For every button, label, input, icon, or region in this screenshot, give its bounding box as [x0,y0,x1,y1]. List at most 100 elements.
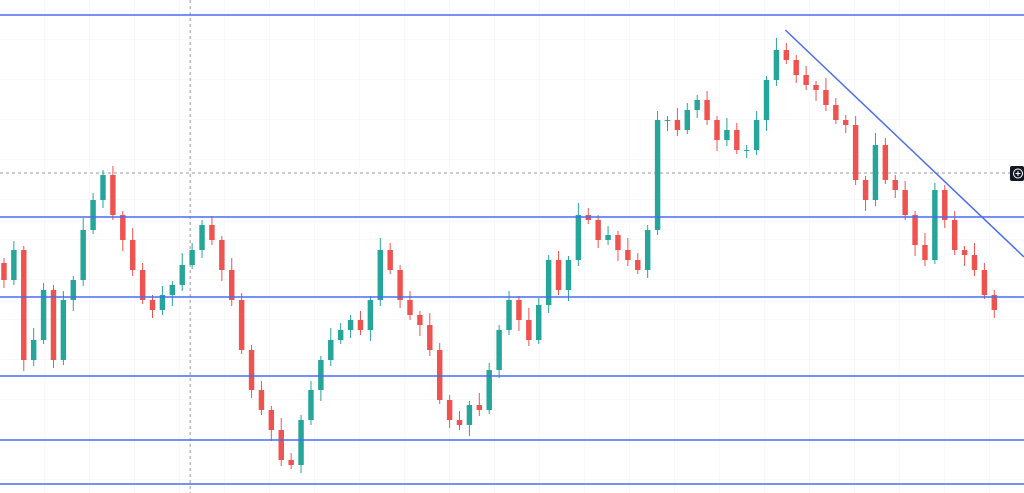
candle-body [823,90,829,105]
candle-body [575,215,582,260]
trend-line [784,29,1024,258]
candle-body [288,460,294,465]
candle-body [615,235,621,250]
candle-body [516,300,522,320]
candle-body [387,250,393,270]
candle-body [268,410,275,430]
candle-body [328,340,334,360]
candle-body [763,80,770,120]
candle-body [169,285,176,295]
candle-body [308,390,314,420]
candle-body [526,320,532,340]
candle-body [40,290,47,340]
candle-body [298,420,304,465]
candle-body [595,220,601,240]
candle-body [555,260,562,290]
candle-body [60,300,67,360]
candle-body [397,270,403,300]
candle-body [357,320,364,330]
candle-body [704,100,710,120]
candle-body [644,230,651,270]
candle-body [684,110,691,130]
candle-body [189,250,195,265]
candle-body [100,175,106,200]
candle-body [159,295,166,310]
candle-body [783,50,790,60]
candle-body [70,280,77,300]
candle-body [694,100,700,110]
candle-body [318,360,324,390]
candle-body [852,125,859,180]
candle-body [625,250,631,260]
candle-body [981,270,988,295]
candle-body [129,240,136,270]
candle-body [932,190,938,260]
candle-body [466,405,473,425]
candle-body [476,405,483,410]
candle-body [427,325,433,350]
candle-body [922,245,928,260]
candle-body [882,145,889,180]
candle-body [209,225,215,240]
candle-body [417,315,423,325]
candle-body [238,300,245,350]
candle-body [743,150,750,151]
candle-body [674,120,681,130]
candle-body [90,200,96,230]
candle-body [1,263,7,280]
candle-body [50,290,57,360]
candle-body [506,300,512,330]
candle-body [120,215,126,240]
candle-body [456,420,463,425]
candle-body [139,270,146,300]
candle-body [872,145,879,200]
candle-body [902,190,908,215]
candle-body [337,330,344,340]
candle-body [199,225,205,250]
candle-body [80,230,86,280]
crosshair-button[interactable] [1010,166,1024,181]
candle-body [446,400,453,420]
candle-body [278,430,284,460]
candle-body [486,370,492,410]
candle-body [724,130,730,140]
candle-body [219,240,225,270]
candle-body [110,175,116,215]
candle-body [536,305,542,340]
candle-body [753,120,760,150]
candle-body [803,75,809,85]
candle-body [892,180,898,190]
candle-body [961,250,968,255]
candle-body [367,300,374,330]
candle-body [436,350,443,400]
candle-body [942,190,948,220]
candle-body [833,105,839,120]
candle-body [734,130,740,150]
candle-body [714,120,720,140]
candle-body [862,180,869,200]
candle-body [991,295,998,310]
candle-body [258,390,265,410]
candle-body [605,235,611,240]
candle-body [951,220,958,250]
candle-body [912,215,918,245]
candle-body [377,250,384,300]
candle-body [496,330,502,370]
candle-body [565,260,572,290]
candle-body [30,340,37,360]
candle-body [11,250,17,280]
candle-body [843,120,849,125]
candle-body [654,120,661,230]
candle-body [813,85,819,90]
candle-body [149,300,156,310]
candle-body [793,60,799,75]
candle-body [347,320,354,330]
candle-body [407,300,413,315]
candle-body [179,265,185,285]
candle-body [21,250,27,360]
candle-body [229,270,235,300]
